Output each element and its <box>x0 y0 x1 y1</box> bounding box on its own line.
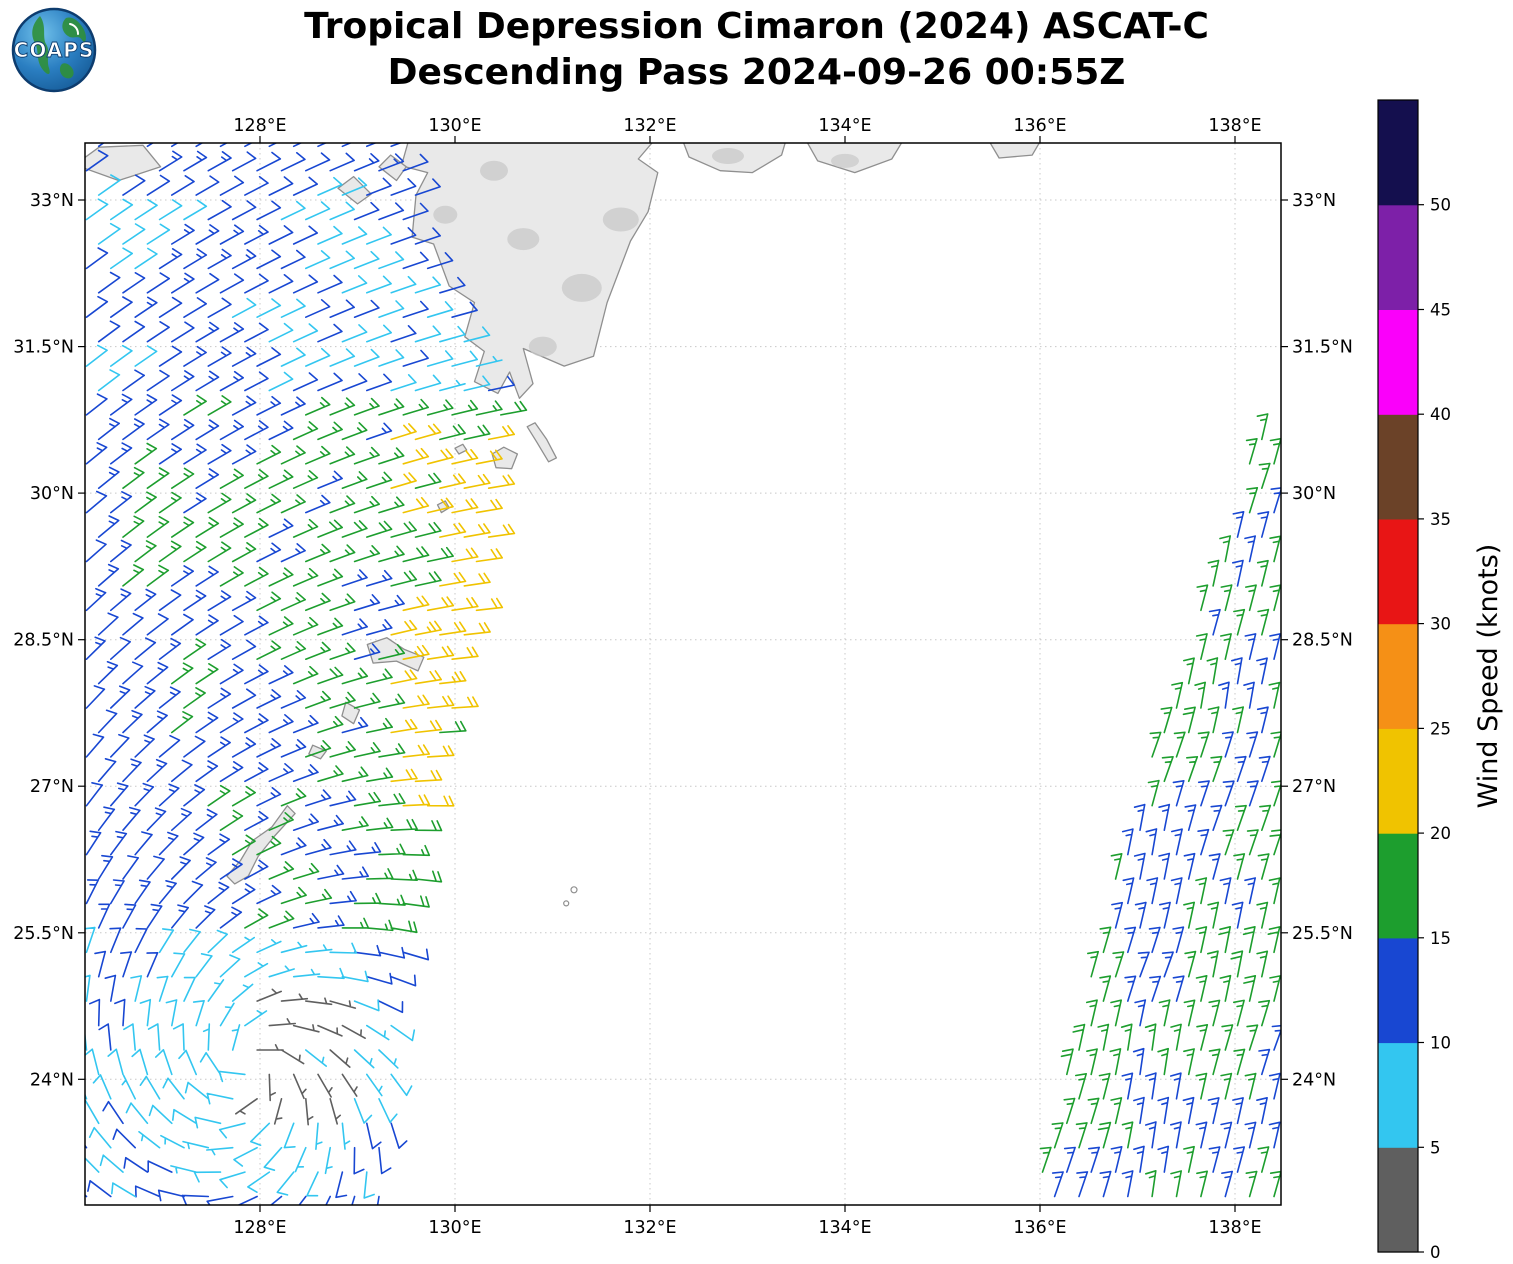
wind-barbs <box>85 143 1281 1205</box>
wind-barbs-layer <box>85 143 1281 1205</box>
lat-tick-label-right: 24°N <box>1292 1070 1336 1090</box>
map-frame <box>84 142 1282 1206</box>
lon-tick-label-bottom: 132°E <box>623 1218 676 1238</box>
lon-tick-label-top: 138°E <box>1208 116 1261 136</box>
lat-tick-label-left: 25.5°N <box>13 924 74 944</box>
colorbar-tick-label: 20 <box>1430 824 1451 843</box>
lon-tick-label-bottom: 138°E <box>1208 1218 1261 1238</box>
land-goto-2 <box>378 154 407 182</box>
wind-barbs <box>122 394 1281 1198</box>
lon-tick-label-top: 136°E <box>1013 116 1066 136</box>
lon-tick-label-bottom: 136°E <box>1013 1218 1066 1238</box>
colorbar: 0 5 10 15 20 25 30 35 40 45 50 Wind Speed (knots) <box>1377 99 1504 1262</box>
colorbar-axis-label: Wind Speed (knots) <box>1473 544 1504 809</box>
colorbar-tick-label: 30 <box>1430 615 1451 634</box>
lat-tick-label-right: 30°N <box>1292 484 1336 504</box>
lat-tick-label-left: 31.5°N <box>13 338 74 358</box>
land-kii <box>989 143 1041 159</box>
logo-text: COAPS <box>14 38 95 62</box>
colorbar-tick-label: 0 <box>1430 1243 1441 1262</box>
lon-tick-label-top: 128°E <box>233 116 286 136</box>
colorbar-tick-label: 10 <box>1430 1034 1451 1053</box>
globe-icon <box>11 7 97 93</box>
colorbar-tick-label: 15 <box>1430 929 1451 948</box>
lat-tick-label-right: 33°N <box>1292 191 1336 211</box>
land-tanegashima <box>526 422 558 463</box>
land-amami-oshima <box>366 637 425 672</box>
small-islands <box>563 886 578 907</box>
lat-tick-label-left: 27°N <box>30 777 74 797</box>
lat-tick-label-left: 30°N <box>30 484 74 504</box>
terrain-shading <box>433 148 859 357</box>
lon-tick-label-top: 134°E <box>818 116 871 136</box>
map-layers <box>85 143 1281 1205</box>
colorbar-tick-label: 25 <box>1430 719 1451 738</box>
lat-tick-label-left: 33°N <box>30 191 74 211</box>
lon-tick-label-bottom: 130°E <box>428 1218 481 1238</box>
figure-title: Tropical Depression Cimaron (2024) ASCAT… <box>0 4 1513 96</box>
lat-tick-label-right: 28.5°N <box>1292 631 1353 651</box>
wind-barbs <box>85 174 503 1199</box>
colorbar-tick-label: 40 <box>1430 405 1451 424</box>
gridlines <box>85 143 1281 1205</box>
axis-ticks <box>78 136 1288 1212</box>
island-daito-south <box>563 900 570 907</box>
island-daito-north <box>570 886 578 894</box>
lon-tick-label-top: 132°E <box>623 116 676 136</box>
colorbar-tick-label: 50 <box>1430 196 1451 215</box>
coaps-logo: COAPS <box>11 7 97 93</box>
map-ocean <box>85 143 1281 1205</box>
land-kuchinoerabu <box>454 443 468 455</box>
lon-tick-label-bottom: 134°E <box>818 1218 871 1238</box>
lat-tick-label-right: 31.5°N <box>1292 338 1353 358</box>
title-line-2: Descending Pass 2024-09-26 00:55Z <box>387 52 1126 93</box>
lon-tick-label-top: 130°E <box>428 116 481 136</box>
lon-tick-label-bottom: 128°E <box>233 1218 286 1238</box>
colorbar-tick-label: 35 <box>1430 510 1451 529</box>
title-line-1: Tropical Depression Cimaron (2024) ASCAT… <box>304 6 1209 47</box>
land-okinawa <box>226 805 296 885</box>
lat-tick-label-left: 24°N <box>30 1070 74 1090</box>
wind-barbs <box>390 423 516 807</box>
colorbar-tick-label: 5 <box>1430 1138 1441 1157</box>
colorbar-tick-label: 45 <box>1430 301 1451 320</box>
lat-tick-label-right: 25.5°N <box>1292 924 1353 944</box>
wind-barbs <box>235 988 366 1126</box>
lat-tick-label-right: 27°N <box>1292 777 1336 797</box>
axis-labels: 128°E 128°E 130°E 130°E 132°E 132°E 134°E 134°E… <box>13 116 1353 1238</box>
lat-tick-label-left: 28.5°N <box>13 631 74 651</box>
colorbar-frame <box>1377 99 1419 1253</box>
